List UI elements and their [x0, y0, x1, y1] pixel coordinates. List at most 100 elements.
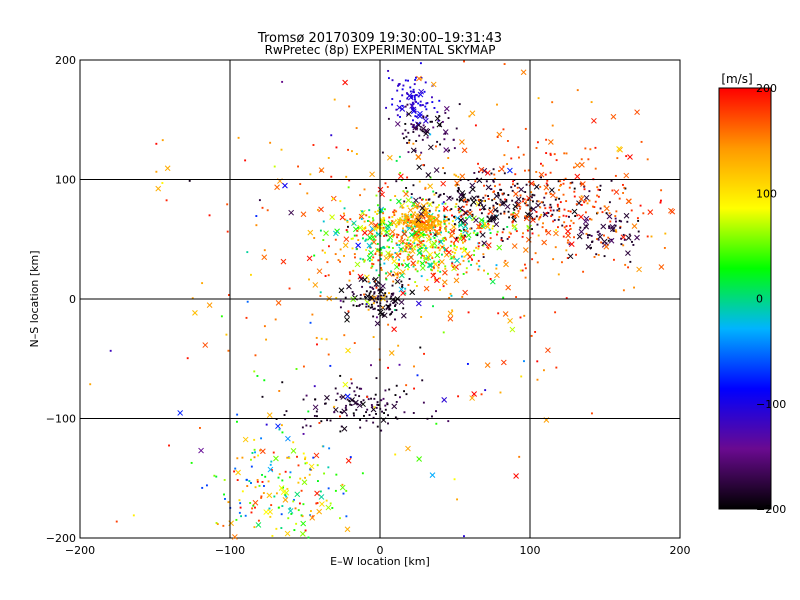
scatter-point: [385, 295, 388, 298]
scatter-point: [469, 197, 472, 200]
scatter-point: [420, 77, 423, 80]
scatter-point-cross: [454, 257, 460, 264]
scatter-point: [451, 220, 454, 223]
scatter-point: [372, 263, 375, 266]
scatter-point: [244, 159, 247, 162]
scatter-point: [630, 209, 633, 212]
scatter-point: [565, 297, 568, 300]
scatter-point: [588, 234, 591, 237]
scatter-point: [616, 157, 619, 160]
scatter-points: [89, 60, 676, 540]
scatter-point: [458, 229, 461, 231]
scatter-point: [418, 180, 421, 183]
scatter-point: [233, 470, 236, 473]
scatter-point: [324, 275, 327, 277]
scatter-point: [549, 171, 552, 174]
scatter-point: [348, 386, 351, 389]
scatter-point-cross: [368, 220, 375, 227]
scatter-point: [390, 253, 393, 256]
scatter-point: [352, 293, 355, 295]
scatter-point: [421, 130, 424, 133]
scatter-point-cross: [422, 246, 429, 253]
scatter-point: [313, 414, 316, 417]
scatter-point: [155, 170, 158, 173]
scatter-point: [264, 475, 267, 478]
scatter-point: [410, 225, 413, 228]
scatter-point: [431, 216, 434, 219]
scatter-point-cross: [422, 212, 429, 218]
scatter-point-cross: [410, 147, 417, 154]
scatter-point: [306, 192, 309, 195]
scatter-point: [429, 231, 432, 234]
scatter-point: [365, 248, 368, 251]
scatter-point-cross: [324, 394, 330, 401]
scatter-point-cross: [496, 244, 503, 251]
scatter-point: [473, 229, 476, 232]
scatter-point: [475, 262, 478, 265]
scatter-point: [557, 273, 560, 276]
scatter-point: [559, 184, 562, 187]
scatter-point: [551, 124, 554, 127]
scatter-point: [622, 183, 624, 186]
scatter-point: [343, 254, 345, 257]
scatter-point: [427, 227, 430, 230]
scatter-point: [541, 226, 544, 229]
scatter-point: [405, 218, 408, 221]
scatter-point: [565, 215, 568, 218]
scatter-point: [519, 269, 522, 272]
scatter-point: [392, 292, 395, 295]
scatter-point: [432, 190, 435, 193]
scatter-point: [402, 137, 405, 140]
scatter-point: [315, 502, 318, 505]
scatter-point: [549, 192, 552, 195]
scatter-point: [580, 195, 583, 198]
scatter-point: [398, 264, 401, 267]
scatter-point: [354, 402, 357, 405]
scatter-point: [418, 231, 421, 234]
scatter-point: [442, 167, 445, 169]
scatter-point: [412, 102, 415, 105]
scatter-point: [382, 226, 385, 229]
scatter-point: [366, 408, 369, 411]
scatter-point: [361, 210, 364, 213]
scatter-point: [352, 304, 355, 307]
scatter-point: [451, 214, 453, 217]
scatter-point: [396, 252, 399, 255]
scatter-point: [351, 237, 354, 240]
scatter-point: [260, 495, 263, 498]
scatter-point-cross: [462, 218, 468, 225]
scatter-point: [406, 239, 409, 242]
scatter-point: [496, 203, 499, 205]
scatter-point: [294, 507, 297, 510]
scatter-point: [360, 400, 363, 403]
scatter-point-cross: [351, 220, 357, 227]
scatter-point: [637, 219, 640, 222]
scatter-point: [549, 152, 552, 155]
scatter-point: [293, 498, 295, 501]
scatter-point: [496, 230, 499, 233]
scatter-point: [482, 244, 485, 247]
scatter-point: [215, 522, 218, 524]
scatter-point: [512, 215, 514, 218]
scatter-point-cross: [374, 320, 381, 327]
scatter-point: [411, 241, 414, 244]
scatter-point-cross: [266, 412, 273, 418]
scatter-point: [589, 148, 592, 151]
scatter-point: [399, 396, 401, 399]
scatter-point-cross: [493, 214, 500, 220]
scatter-point: [460, 214, 463, 217]
scatter-point: [350, 378, 353, 381]
scatter-point: [467, 260, 470, 263]
scatter-point: [528, 180, 531, 183]
scatter-point: [380, 248, 383, 251]
scatter-point: [438, 99, 441, 102]
scatter-point: [463, 228, 466, 231]
scatter-point: [614, 215, 617, 218]
scatter-point: [381, 221, 384, 224]
scatter-point: [386, 402, 389, 405]
scatter-point: [307, 410, 310, 413]
scatter-point: [406, 258, 409, 261]
scatter-point: [250, 458, 252, 461]
grid-lines: [80, 60, 680, 538]
